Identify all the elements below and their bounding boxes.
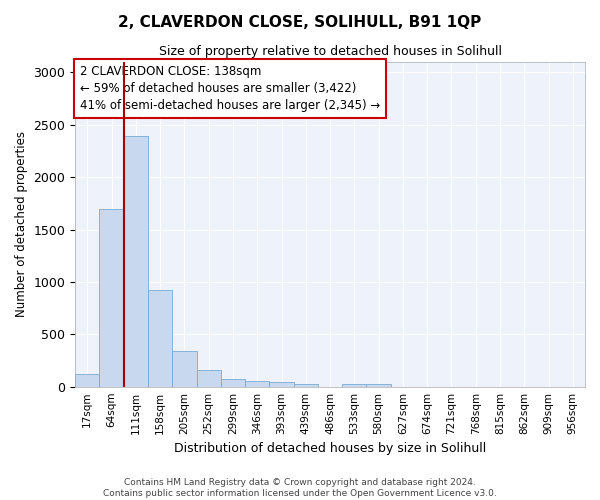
- Title: Size of property relative to detached houses in Solihull: Size of property relative to detached ho…: [158, 45, 502, 58]
- Text: 2 CLAVERDON CLOSE: 138sqm
← 59% of detached houses are smaller (3,422)
41% of se: 2 CLAVERDON CLOSE: 138sqm ← 59% of detac…: [80, 65, 380, 112]
- Text: 2, CLAVERDON CLOSE, SOLIHULL, B91 1QP: 2, CLAVERDON CLOSE, SOLIHULL, B91 1QP: [118, 15, 482, 30]
- Bar: [172, 350, 197, 386]
- Bar: [367, 384, 391, 386]
- Bar: [342, 384, 367, 386]
- Text: Contains HM Land Registry data © Crown copyright and database right 2024.
Contai: Contains HM Land Registry data © Crown c…: [103, 478, 497, 498]
- Bar: [269, 382, 293, 386]
- Y-axis label: Number of detached properties: Number of detached properties: [15, 132, 28, 318]
- Bar: [221, 379, 245, 386]
- Bar: [124, 136, 148, 386]
- Bar: [293, 384, 318, 386]
- Bar: [197, 370, 221, 386]
- Bar: [148, 290, 172, 386]
- Bar: [100, 208, 124, 386]
- Bar: [75, 374, 100, 386]
- X-axis label: Distribution of detached houses by size in Solihull: Distribution of detached houses by size …: [174, 442, 486, 455]
- Bar: [245, 381, 269, 386]
